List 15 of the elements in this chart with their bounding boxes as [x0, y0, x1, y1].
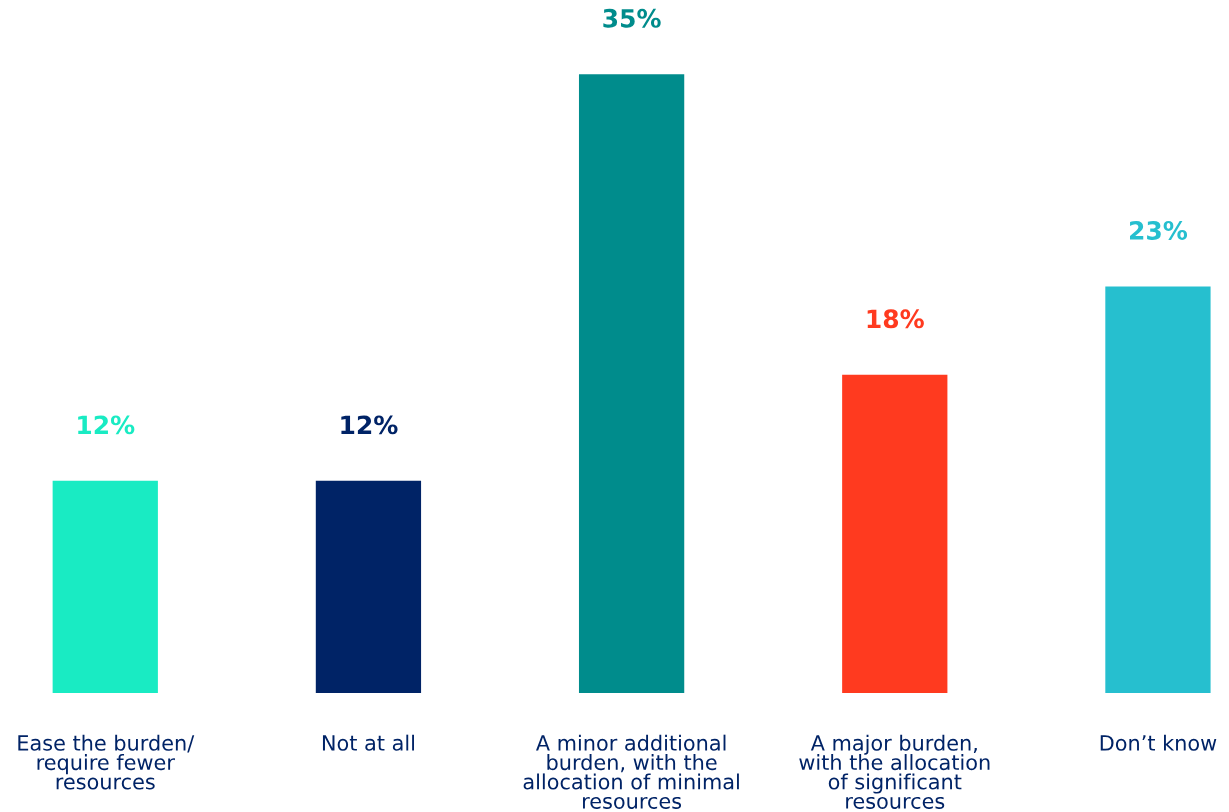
bar [315, 480, 422, 693]
bar [578, 74, 685, 693]
x-tick-label: Don’t know [1100, 734, 1217, 751]
bar [1105, 286, 1211, 693]
x-tick-label: Ease the burden/ require fewer resources [18, 734, 195, 790]
data-label: 18% [867, 309, 924, 329]
x-tick-label: A minor additional burden, with the allocation of minimal resources [523, 734, 739, 809]
data-label: 35% [603, 8, 661, 28]
data-label: 12% [341, 415, 398, 435]
bar [52, 480, 158, 693]
bar [842, 374, 948, 693]
x-tick-label: Not at all [322, 734, 414, 751]
x-tick-label: A major burden, with the allocation of significant resources [799, 734, 990, 809]
data-label: 23% [1130, 220, 1188, 240]
data-label: 12% [78, 415, 135, 435]
